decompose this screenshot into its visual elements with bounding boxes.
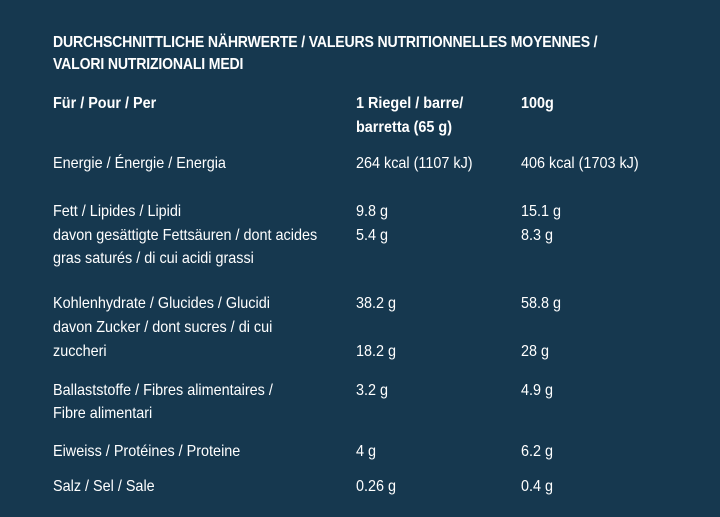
header-per-100g: 100g — [521, 95, 554, 112]
header-per: Für / Pour / Per — [53, 95, 157, 112]
carbohydrates-label: Kohlenhydrate / Glucides / Glucidi — [53, 295, 270, 312]
energy-per-100g: 406 kcal (1703 kJ) — [521, 155, 639, 172]
salt-per-100g: 0.4 g — [521, 478, 554, 495]
protein-portion: 4 g — [356, 443, 377, 460]
nutrition-title: DURCHSCHNITTLICHE NÄHRWERTE / VALEURS NU… — [53, 32, 616, 76]
title-line-1: DURCHSCHNITTLICHE NÄHRWERTE / VALEURS NU… — [53, 34, 598, 51]
saturates-per-100g: 8.3 g — [521, 227, 554, 244]
fibre-portion: 3.2 g — [356, 382, 389, 399]
fibre-label-line-2: Fibre alimentari — [53, 405, 153, 422]
header-portion-line-1: 1 Riegel / barre/ — [356, 95, 464, 112]
fat-per-100g: 15.1 g — [521, 203, 562, 220]
sugars-label-line-1: davon Zucker / dont sucres / di cui — [53, 319, 273, 336]
salt-label: Salz / Sel / Sale — [53, 478, 155, 495]
fat-portion: 9.8 g — [356, 203, 389, 220]
carbohydrates-per-100g: 58.8 g — [521, 295, 562, 312]
salt-portion: 0.26 g — [356, 478, 397, 495]
saturates-portion: 5.4 g — [356, 227, 389, 244]
saturates-label-line-1: davon gesättigte Fettsäuren / dont acide… — [53, 227, 318, 244]
sugars-label-line-2: zuccheri — [53, 343, 107, 360]
saturates-label-line-2: gras saturés / di cui acidi grassi — [53, 250, 254, 267]
sugars-per-100g: 28 g — [521, 343, 550, 360]
fibre-per-100g: 4.9 g — [521, 382, 554, 399]
fat-label: Fett / Lipides / Lipidi — [53, 203, 182, 220]
sugars-portion: 18.2 g — [356, 343, 397, 360]
energy-label: Energie / Énergie / Energia — [53, 155, 226, 172]
title-line-2: VALORI NUTRIZIONALI MEDI — [53, 56, 244, 73]
energy-portion: 264 kcal (1107 kJ) — [356, 155, 473, 172]
header-portion-line-2: barretta (65 g) — [356, 119, 453, 136]
fibre-label-line-1: Ballaststoffe / Fibres alimentaires / — [53, 382, 273, 399]
carbohydrates-portion: 38.2 g — [356, 295, 397, 312]
protein-per-100g: 6.2 g — [521, 443, 554, 460]
protein-label: Eiweiss / Protéines / Proteine — [53, 443, 241, 460]
